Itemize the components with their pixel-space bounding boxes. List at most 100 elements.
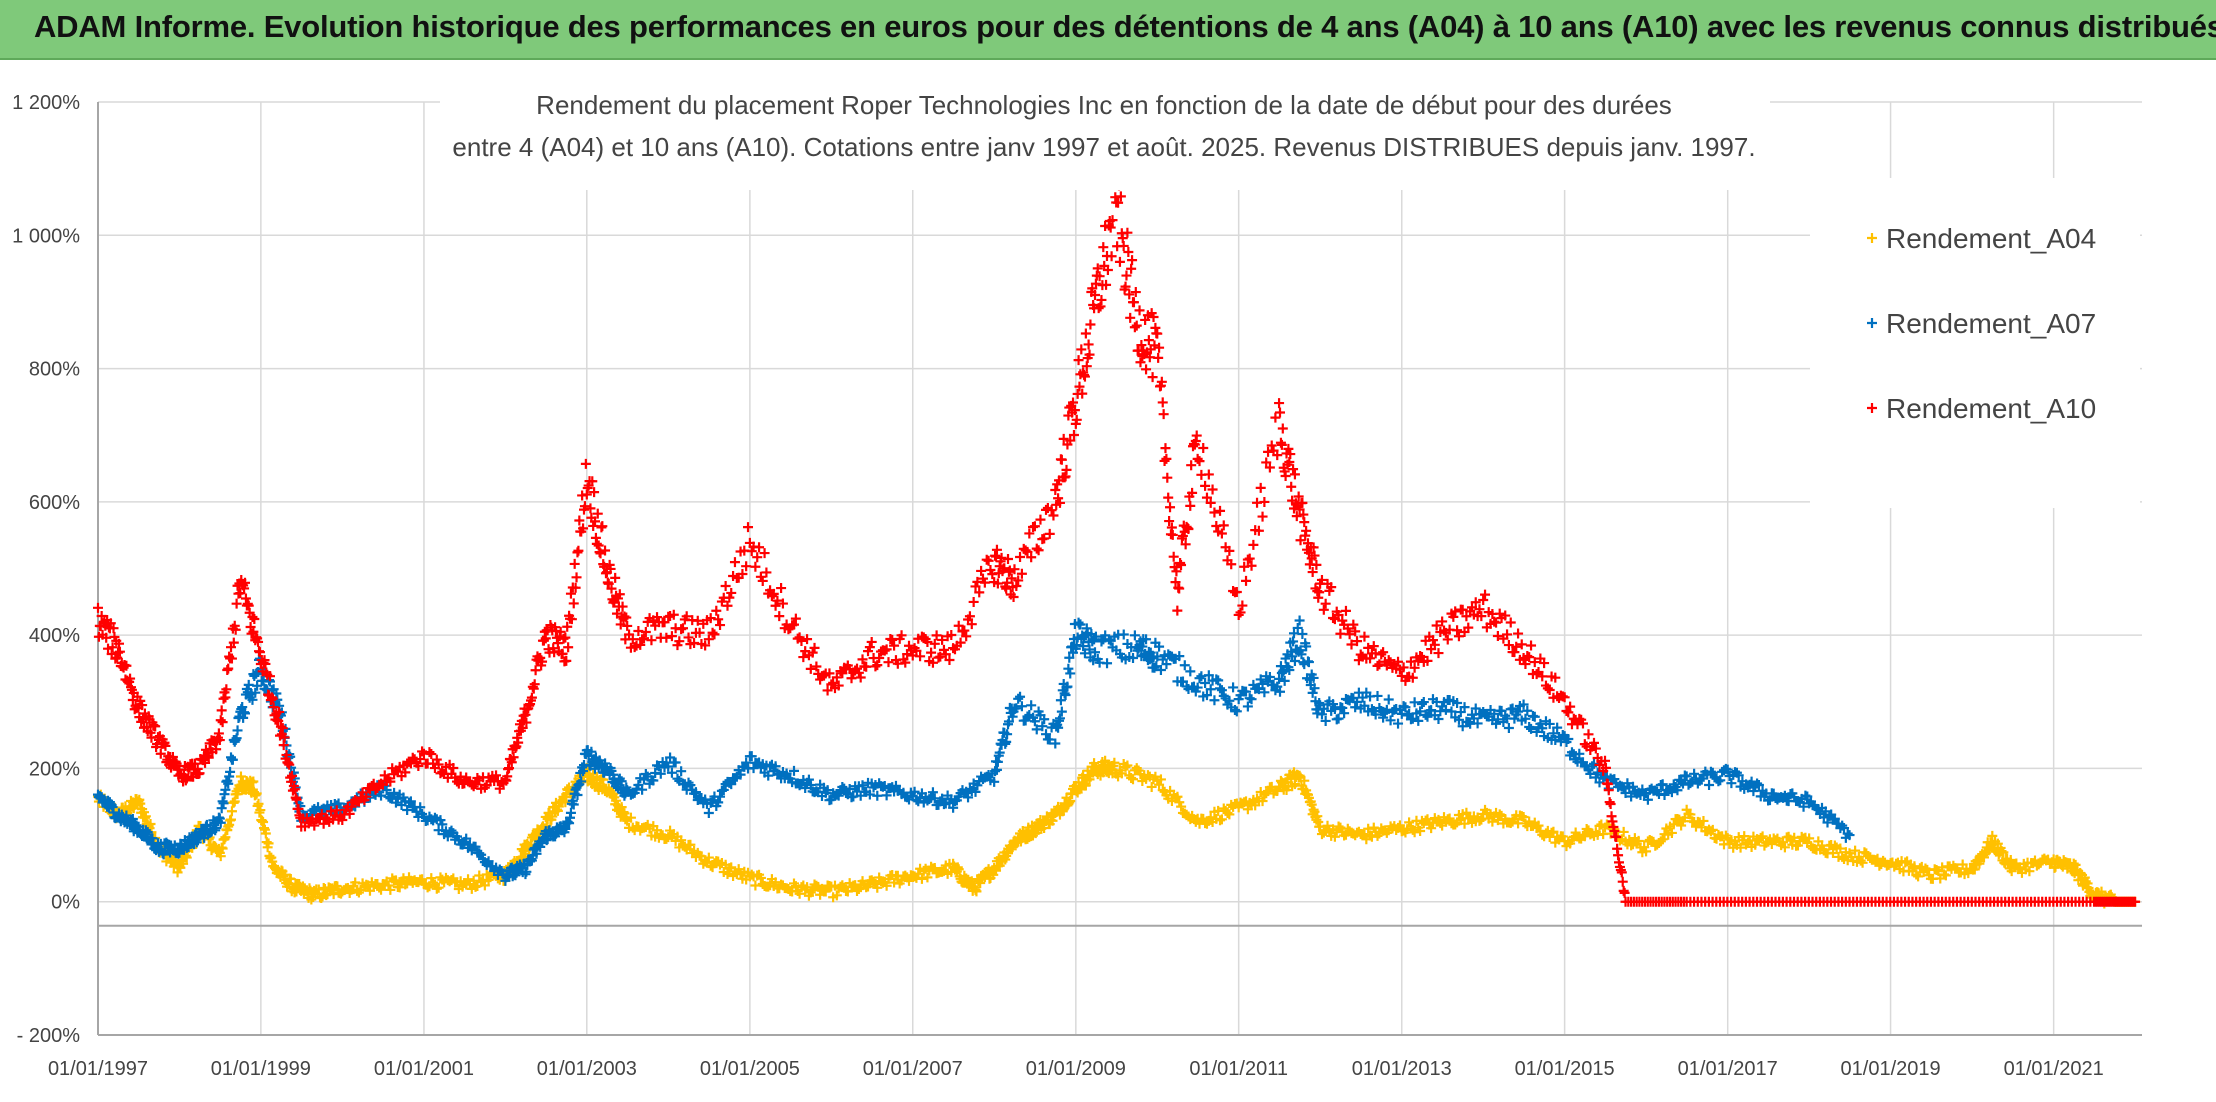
data-point: [911, 645, 922, 656]
x-tick-label: 01/01/2005: [700, 1058, 800, 1080]
data-point: [255, 805, 266, 816]
data-point: [1552, 722, 1563, 733]
data-point: [1011, 703, 1022, 714]
data-point: [1415, 826, 1426, 837]
data-point: [709, 629, 720, 640]
data-point: [1064, 402, 1075, 413]
data-point: [1616, 867, 1627, 878]
data-point: [565, 588, 576, 599]
data-point: [385, 884, 396, 895]
data-point: [1301, 641, 1312, 652]
data-point: [705, 613, 716, 624]
y-tick-label: 200%: [29, 758, 80, 780]
data-point: [1404, 817, 1415, 828]
data-point: [247, 694, 258, 705]
data-point: [1224, 695, 1235, 706]
data-point: [1272, 450, 1283, 461]
data-point: [448, 762, 459, 773]
data-point: [1533, 820, 1544, 831]
data-point: [803, 774, 814, 785]
data-point: [1167, 529, 1178, 540]
data-point: [506, 757, 517, 768]
data-point: [260, 658, 271, 669]
data-point: [215, 715, 226, 726]
data-point: [331, 805, 342, 816]
data-point: [1002, 729, 1013, 740]
data-point: [433, 759, 444, 770]
data-point: [1442, 634, 1453, 645]
data-point: [160, 740, 171, 751]
data-point: [715, 620, 726, 631]
data-point: [1748, 786, 1759, 797]
data-point: [474, 848, 485, 859]
data-point: [1393, 656, 1404, 667]
data-point: [1491, 617, 1502, 628]
data-point: [948, 802, 959, 813]
data-point: [879, 645, 890, 656]
data-point: [743, 522, 754, 533]
data-point: [668, 609, 679, 620]
data-point: [1626, 840, 1637, 851]
data-point: [1520, 659, 1531, 670]
data-point: [494, 783, 505, 794]
data-point: [663, 761, 674, 772]
data-point: [1044, 528, 1055, 539]
data-point: [562, 621, 573, 632]
data-point: [1255, 674, 1266, 685]
data-point: [1033, 545, 1044, 556]
x-tick-label: 01/01/2003: [537, 1058, 637, 1080]
data-point: [700, 640, 711, 651]
data-point: [93, 602, 103, 613]
data-point: [1996, 846, 2007, 857]
data-point: [1779, 790, 1790, 801]
data-point: [1579, 831, 1590, 842]
data-point: [1494, 809, 1505, 820]
data-point: [1075, 619, 1086, 630]
data-point: [1039, 714, 1050, 725]
data-point: [1083, 339, 1094, 350]
data-point: [672, 773, 683, 784]
data-point: [1359, 700, 1370, 711]
data-point: [931, 630, 942, 641]
data-point: [1476, 814, 1487, 825]
data-point: [1757, 831, 1768, 842]
data-point: [189, 758, 200, 769]
data-point: [1031, 724, 1042, 735]
data-point: [376, 790, 387, 801]
data-point: [1539, 658, 1550, 669]
data-point: [1524, 652, 1535, 663]
data-point: [676, 766, 687, 777]
data-point: [1203, 469, 1214, 480]
data-point: [1835, 843, 1846, 854]
data-point: [711, 605, 722, 616]
data-point: [1122, 760, 1133, 771]
data-point: [1158, 409, 1169, 420]
data-point: [433, 882, 444, 893]
data-point: [243, 679, 254, 690]
data-point: [1368, 641, 1379, 652]
data-point: [1857, 857, 1868, 868]
data-point: [1422, 655, 1433, 666]
data-point: [1492, 630, 1503, 641]
data-point: [576, 776, 587, 787]
data-point: [1704, 779, 1715, 790]
data-point: [665, 752, 676, 763]
data-point: [770, 877, 781, 888]
data-point: [1657, 834, 1668, 845]
data-point: [1174, 651, 1185, 662]
data-point: [750, 561, 761, 572]
data-point: [573, 545, 584, 556]
data-point: [591, 538, 602, 549]
data-point: [1013, 575, 1024, 586]
data-point: [1409, 697, 1420, 708]
data-point: [729, 773, 740, 784]
data-point: [1526, 640, 1537, 651]
data-point: [1285, 449, 1296, 460]
data-point: [1094, 271, 1105, 282]
data-point: [426, 873, 437, 884]
data-point: [1340, 605, 1351, 616]
data-point: [621, 612, 632, 623]
data-point: [1146, 781, 1157, 792]
data-point: [1516, 639, 1527, 650]
data-point: [1077, 388, 1088, 399]
